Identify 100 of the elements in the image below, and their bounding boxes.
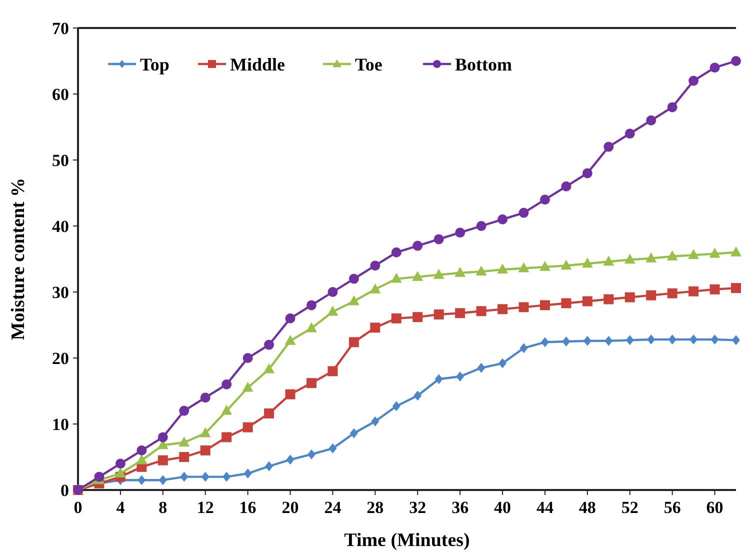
point <box>540 337 549 348</box>
point <box>668 334 676 345</box>
point <box>306 378 316 388</box>
point <box>222 379 232 390</box>
y-tick-label: 0 <box>60 480 69 500</box>
point <box>136 454 148 464</box>
point <box>476 306 486 316</box>
point <box>180 472 188 482</box>
point <box>709 248 720 258</box>
point <box>582 258 593 268</box>
point <box>731 283 741 294</box>
x-tick-label: 52 <box>621 498 638 517</box>
point <box>646 115 656 126</box>
point <box>201 472 210 482</box>
point <box>434 309 444 320</box>
point <box>392 401 400 412</box>
point <box>624 254 636 264</box>
x-tick-label: 36 <box>452 498 469 517</box>
point <box>455 308 466 318</box>
point <box>456 371 464 382</box>
point <box>520 343 528 354</box>
point <box>264 363 275 374</box>
point <box>284 334 296 345</box>
x-tick-label: 44 <box>536 498 554 517</box>
y-tick-label: 40 <box>52 216 69 236</box>
point <box>391 313 402 324</box>
point <box>455 228 466 238</box>
x-tick-label: 48 <box>578 498 596 517</box>
point <box>604 142 614 152</box>
point <box>582 168 592 178</box>
point <box>476 221 486 231</box>
x-tick-label: 12 <box>196 498 214 517</box>
point <box>179 452 190 462</box>
point <box>583 336 592 346</box>
point <box>414 390 422 401</box>
point <box>115 458 126 469</box>
legend-label: Top <box>140 54 170 74</box>
point <box>434 374 443 384</box>
point <box>498 214 508 224</box>
point <box>562 336 570 346</box>
point <box>518 302 529 312</box>
point <box>390 272 402 283</box>
point <box>285 313 296 324</box>
point <box>348 295 360 306</box>
point <box>646 290 656 300</box>
point <box>264 340 274 350</box>
x-tick-label: 32 <box>409 498 426 517</box>
point <box>242 353 253 363</box>
point <box>391 247 402 258</box>
y-tick-label: 10 <box>52 414 69 434</box>
legend-label: Toe <box>355 54 382 74</box>
point <box>434 234 444 244</box>
point <box>582 296 592 306</box>
point <box>626 335 634 346</box>
point <box>498 304 508 314</box>
x-tick-label: 40 <box>494 498 512 517</box>
point <box>370 322 380 333</box>
point <box>710 284 720 294</box>
point <box>730 246 742 256</box>
point <box>158 432 168 442</box>
point <box>265 461 274 472</box>
y-tick-label: 70 <box>52 18 69 38</box>
point <box>561 181 572 192</box>
point <box>604 336 613 346</box>
point <box>328 443 337 454</box>
point <box>690 334 698 345</box>
point <box>646 252 657 262</box>
point <box>179 406 190 416</box>
point <box>412 270 424 281</box>
point <box>285 389 296 400</box>
point <box>222 472 231 482</box>
point <box>560 260 572 270</box>
point <box>731 56 741 66</box>
point <box>328 287 338 297</box>
x-tick-label: 0 <box>74 498 82 517</box>
point <box>518 262 530 272</box>
point <box>476 266 487 276</box>
point <box>327 306 338 316</box>
point <box>200 445 210 456</box>
point <box>222 432 232 442</box>
point <box>370 283 381 294</box>
y-tick-label: 50 <box>52 150 69 170</box>
y-tick-label: 20 <box>52 348 69 368</box>
point <box>498 358 507 368</box>
point <box>348 337 359 348</box>
point <box>540 194 550 205</box>
point <box>221 404 232 415</box>
point <box>158 475 167 486</box>
point <box>667 102 678 112</box>
point <box>412 312 423 322</box>
point <box>667 288 678 298</box>
point <box>454 266 466 277</box>
y-axis-title: Moisture content % <box>8 178 29 340</box>
point <box>136 445 147 456</box>
point <box>138 475 146 486</box>
point <box>371 416 380 426</box>
point <box>433 268 444 279</box>
x-tick-label: 4 <box>116 498 126 517</box>
x-tick-label: 60 <box>706 498 724 517</box>
point <box>710 334 719 345</box>
